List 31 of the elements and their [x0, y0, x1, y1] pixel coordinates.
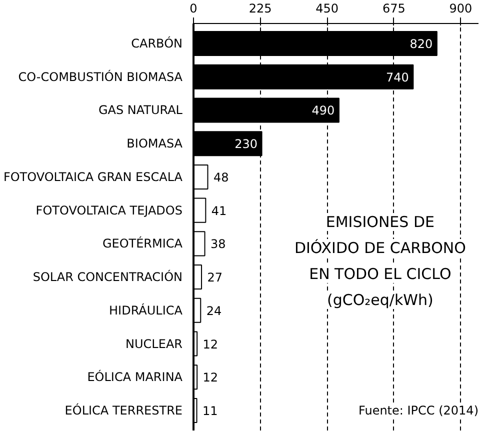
- data-label: 41: [211, 204, 227, 218]
- y-tick-label: HIDRÁULICA: [109, 302, 184, 318]
- data-label: 24: [206, 304, 222, 318]
- data-label: 230: [234, 137, 258, 152]
- x-tick-label: 450: [316, 2, 339, 16]
- y-tick-label: CO-COMBUSTIÓN BIOMASA: [18, 68, 184, 84]
- data-label: 38: [210, 237, 226, 252]
- data-label: 740: [386, 70, 409, 84]
- annotation: Fuente: IPCC (2014): [358, 403, 479, 418]
- y-tick-label: NUCLEAR: [126, 336, 182, 351]
- data-label: 12: [202, 370, 218, 385]
- y-tick-label: SOLAR CONCENTRACIÓN: [32, 269, 183, 284]
- x-tick-label: 0: [190, 2, 198, 16]
- data-label: 27: [207, 270, 222, 285]
- x-tick-label: 675: [382, 2, 406, 16]
- data-label: 12: [202, 337, 218, 352]
- x-tick-label: 225: [248, 2, 272, 16]
- y-tick-label: EÓLICA MARINA: [87, 369, 184, 384]
- data-label: 820: [410, 37, 433, 52]
- x-tick-label: 900: [449, 2, 472, 16]
- y-tick-label: GEOTÉRMICA: [102, 236, 184, 251]
- y-tick-label: BIOMASA: [126, 136, 184, 151]
- y-tick-label: CARBÓN: [131, 36, 183, 51]
- y-tick-label: EÓLICA TERRESTRE: [64, 402, 183, 418]
- data-label: 490: [312, 104, 335, 118]
- y-tick-label: FOTOVOLTAICA GRAN ESCALA: [3, 170, 184, 184]
- y-tick-label: FOTOVOLTAICA TEJADOS: [36, 203, 183, 218]
- text: EMISIONES DE DIÓXIDO DE CARBONO EN TODO EL CICLO (gCO₂eq/kWh): [294, 212, 466, 310]
- data-label: 48: [213, 170, 229, 184]
- y-tick-label: GAS NATURAL: [98, 103, 183, 118]
- data-label: 11: [202, 404, 218, 418]
